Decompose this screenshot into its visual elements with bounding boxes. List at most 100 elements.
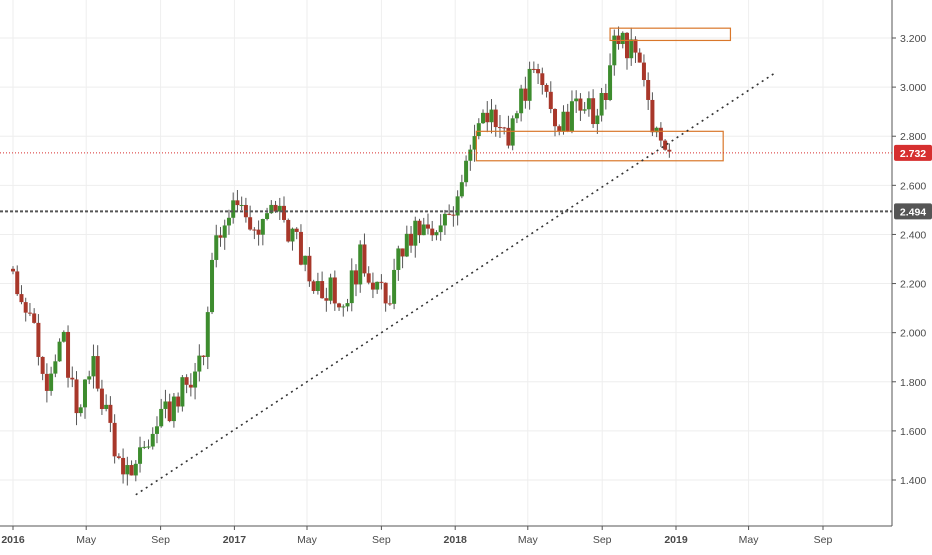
candle-body <box>150 433 155 447</box>
candle-body <box>61 331 66 342</box>
candle-body <box>637 52 642 63</box>
candle-body <box>116 456 121 458</box>
candle-body <box>481 112 486 124</box>
candle-body <box>663 140 668 150</box>
candle-body <box>646 80 651 100</box>
candle-body <box>40 356 45 374</box>
candle-body <box>188 384 193 388</box>
candle-body <box>451 214 456 216</box>
candle-body <box>392 269 397 304</box>
candle-body <box>430 228 435 236</box>
candle-body <box>629 39 634 59</box>
candle-body <box>193 371 198 388</box>
candle-body <box>608 65 613 100</box>
candle-body <box>510 118 515 146</box>
candle-body <box>11 268 15 272</box>
candle-body <box>82 379 87 408</box>
candle-body <box>650 99 655 133</box>
candle-body <box>256 229 261 235</box>
x-tick-label: Sep <box>372 534 391 546</box>
candle-body <box>353 270 358 285</box>
candle-body <box>658 127 663 141</box>
candle-body <box>57 341 62 362</box>
candle-body <box>370 282 375 290</box>
candle-body <box>332 277 337 304</box>
candle-body <box>36 322 41 357</box>
candle-body <box>464 160 469 183</box>
candle-body <box>485 112 490 123</box>
candle-body <box>23 302 28 313</box>
candle-body <box>311 281 316 291</box>
candle-body <box>320 281 325 299</box>
candle-body <box>265 213 270 219</box>
x-tick-label: May <box>297 534 318 546</box>
x-tick-label: May <box>76 534 97 546</box>
candle-body <box>472 136 477 150</box>
candle-body <box>95 356 100 389</box>
candle-body <box>32 313 37 323</box>
candle-body <box>540 73 545 85</box>
candle-body <box>53 361 58 374</box>
candle-body <box>121 457 126 475</box>
y-tick-label: 2.000 <box>900 328 926 340</box>
candle-body <box>260 218 265 235</box>
candle-body <box>337 303 342 308</box>
x-tick-label: May <box>739 534 760 546</box>
candle-body <box>561 111 566 132</box>
x-tick-label: May <box>518 534 539 546</box>
candle-body <box>459 182 464 197</box>
candle-body <box>616 35 621 45</box>
x-tick-label: 2018 <box>444 534 468 546</box>
x-tick-label: Sep <box>814 534 833 546</box>
candle-body <box>277 205 282 212</box>
candle-body <box>438 225 443 233</box>
y-tick-label: 2.400 <box>900 229 926 241</box>
candle-body <box>362 244 367 274</box>
candle-body <box>396 248 401 270</box>
candle-body <box>239 204 244 206</box>
candle-body <box>569 101 574 132</box>
candle-body <box>574 98 579 102</box>
candle-body <box>586 98 591 110</box>
x-tick-label: Sep <box>151 534 170 546</box>
candle-body <box>341 306 346 308</box>
y-tick-label: 1.600 <box>900 426 926 438</box>
candle-body <box>625 32 630 59</box>
candle-body <box>400 248 405 257</box>
candle-body <box>366 273 371 283</box>
y-tick-label: 2.200 <box>900 279 926 291</box>
candle-body <box>252 229 257 231</box>
candle-body <box>667 149 672 152</box>
candle-body <box>184 377 189 385</box>
candle-body <box>328 277 333 301</box>
candle-body <box>78 407 83 414</box>
candle-body <box>548 91 553 109</box>
candle-body <box>66 331 71 378</box>
candle-body <box>176 396 181 407</box>
candle-body <box>231 200 236 218</box>
candle-body <box>553 108 558 127</box>
candle-body <box>527 68 532 101</box>
candle-body <box>404 233 409 257</box>
candle-body <box>159 408 164 427</box>
candle-body <box>129 465 134 476</box>
candle-body <box>641 62 646 81</box>
candle-body <box>345 303 350 307</box>
x-tick-label: Sep <box>593 534 612 546</box>
candle-body <box>468 149 473 161</box>
candle-body <box>633 39 638 53</box>
candle-body <box>519 88 524 114</box>
candle-body <box>544 84 549 92</box>
candle-body <box>421 224 426 236</box>
candle-body <box>108 404 113 423</box>
candle-body <box>294 228 299 232</box>
candle-body <box>514 113 519 119</box>
candle-body <box>523 88 528 101</box>
candle-body <box>493 109 498 128</box>
candle-body <box>591 98 596 125</box>
candle-body <box>99 388 104 409</box>
last-price-badge <box>894 144 932 161</box>
y-tick-label: 2.800 <box>900 131 926 143</box>
